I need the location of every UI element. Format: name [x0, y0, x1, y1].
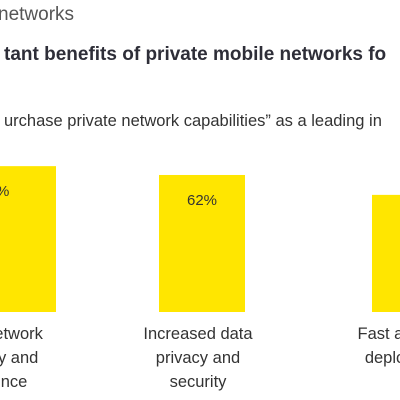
category-label-2-line-3: security [170, 373, 228, 391]
data-label-2: 62% [187, 192, 217, 209]
bar-2 [159, 174, 245, 312]
category-label-2-line-2: privacy and [156, 349, 240, 367]
bar-3 [372, 194, 400, 312]
category-label-3-line-1: Fast an [357, 325, 400, 343]
category-label-1-line-1: network [0, 325, 44, 343]
section-label: networks [0, 4, 75, 25]
category-label-1-line-3: nce [1, 373, 28, 391]
category-label-1-line-2: cy and [0, 349, 38, 367]
category-label-2-line-1: Increased data [143, 325, 253, 343]
chart-title: tant benefits of private mobile networks… [4, 44, 387, 65]
chart-subtitle: urchase private network capabilities” as… [4, 112, 382, 130]
category-label-3-line-2: deplo [365, 349, 400, 367]
bar-1 [0, 166, 56, 312]
data-label-1: % [0, 183, 9, 200]
